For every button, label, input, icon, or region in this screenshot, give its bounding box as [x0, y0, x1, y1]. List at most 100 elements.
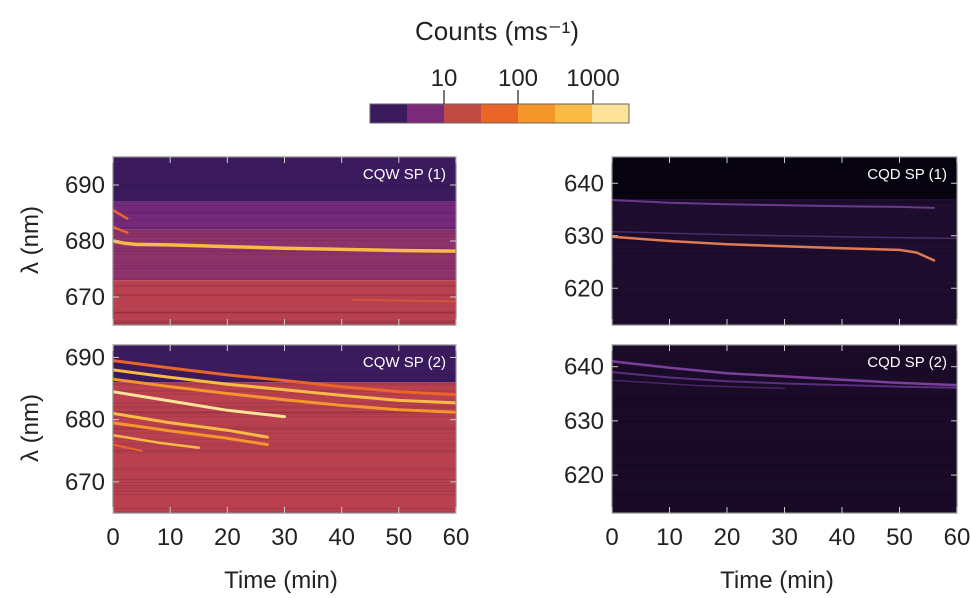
heatmap-texture: [612, 229, 957, 231]
heatmap-texture: [612, 476, 957, 478]
panel-label: CQW SP (1): [363, 166, 446, 183]
x-tick-label: 40: [829, 524, 856, 551]
panel-cqd-sp-2: CQD SP (2) 620 630 640 0 10 20 30 40 50 60: [564, 344, 971, 551]
heatmap-texture: [113, 357, 456, 359]
x-tick-label: 30: [271, 524, 298, 551]
heatmap-texture: [113, 204, 456, 206]
y-tick-label: 620: [564, 462, 604, 489]
x-tick-label: 50: [886, 524, 913, 551]
heatmap-texture: [612, 277, 957, 279]
heatmap-texture: [113, 184, 456, 186]
heatmap-texture: [612, 287, 957, 289]
heatmap-texture: [612, 503, 957, 505]
heatmap-texture: [113, 236, 456, 238]
emission-line: [612, 235, 936, 262]
heatmap-texture: [612, 294, 957, 296]
heatmap-texture: [612, 494, 957, 496]
heatmap-texture: [113, 253, 456, 255]
heatmap-texture: [113, 405, 456, 407]
heatmap-texture: [612, 192, 957, 194]
heatmap-texture: [612, 170, 957, 172]
heatmap-texture: [113, 432, 456, 434]
heatmap-band: [612, 345, 957, 513]
colorbar-swatch: [592, 104, 629, 123]
heatmap-band: [113, 229, 456, 281]
heatmap-texture: [113, 468, 456, 470]
heatmap-texture: [612, 473, 957, 475]
heatmap-texture: [612, 202, 957, 204]
heatmap-texture: [612, 295, 957, 297]
heatmap-texture: [612, 224, 957, 226]
heatmap-texture: [113, 294, 456, 296]
heatmap-texture: [612, 201, 957, 203]
heatmap-texture: [113, 184, 456, 186]
emission-line: [113, 411, 269, 439]
emission-line: [113, 443, 143, 452]
colorbar-swatch: [555, 104, 592, 123]
heatmap-texture: [612, 189, 957, 191]
emission-line: [113, 368, 456, 405]
x-axis-label-right: Time (min): [720, 567, 834, 594]
heatmap-texture: [612, 368, 957, 370]
emission-line: [612, 371, 957, 389]
heatmap-texture: [113, 450, 456, 452]
heatmap-texture: [113, 428, 456, 430]
emission-line: [113, 208, 129, 220]
x-tick-label: 60: [944, 524, 971, 551]
heatmap-texture: [612, 293, 957, 295]
heatmap-texture: [113, 493, 456, 495]
heatmap-texture: [612, 240, 957, 242]
x-tick-label: 0: [605, 524, 618, 551]
heatmap-texture: [113, 482, 456, 484]
heatmap-texture: [612, 399, 957, 401]
heatmap-area: [113, 157, 456, 325]
x-axis-label-left: Time (min): [224, 567, 338, 594]
heatmap-texture: [113, 438, 456, 440]
heatmap-texture: [612, 233, 957, 235]
heatmap-texture: [113, 278, 456, 280]
heatmap-texture: [612, 467, 957, 469]
heatmap-texture: [113, 166, 456, 168]
y-tick-label: 690: [65, 344, 105, 371]
y-tick-label: 680: [65, 407, 105, 434]
emission-line: [612, 360, 957, 387]
heatmap-texture: [113, 426, 456, 428]
heatmap-texture: [612, 191, 957, 193]
heatmap-texture: [113, 227, 456, 229]
emission-line: [352, 298, 456, 303]
heatmap-texture: [612, 264, 957, 266]
heatmap-texture: [113, 311, 456, 313]
colorbar-swatch: [444, 104, 481, 123]
heatmap-texture: [612, 421, 957, 423]
x-tick-label: 10: [157, 524, 184, 551]
heatmap-texture: [113, 364, 456, 366]
heatmap-texture: [612, 208, 957, 210]
heatmap-texture: [113, 407, 456, 409]
heatmap-texture: [113, 490, 456, 492]
heatmap-texture: [612, 164, 957, 166]
y-tick-label: 680: [65, 228, 105, 255]
heatmap-texture: [612, 415, 957, 417]
heatmap-texture: [612, 403, 957, 405]
y-tick-label: 670: [65, 469, 105, 496]
x-tick-label: 10: [656, 524, 683, 551]
heatmap-texture: [113, 485, 456, 487]
heatmap-texture: [113, 411, 456, 413]
x-tick-label: 50: [385, 524, 412, 551]
colorbar: Counts (ms⁻¹) 10 100 1000: [369, 16, 630, 124]
x-tick-label: 40: [328, 524, 355, 551]
emission-line: [113, 239, 456, 253]
heatmap-texture: [113, 402, 456, 404]
panel-label: CQW SP (2): [363, 354, 446, 371]
heatmap-texture: [612, 449, 957, 451]
heatmap-texture: [612, 315, 957, 317]
x-tick-label: 20: [214, 524, 241, 551]
heatmap-texture: [113, 478, 456, 480]
heatmap-texture: [612, 292, 957, 294]
emission-line: [113, 421, 269, 447]
y-tick-label: 670: [65, 284, 105, 311]
heatmap-texture: [113, 487, 456, 489]
heatmap-texture: [612, 184, 957, 186]
heatmap-texture: [113, 250, 456, 252]
colorbar-tick-100: 100: [498, 65, 538, 92]
